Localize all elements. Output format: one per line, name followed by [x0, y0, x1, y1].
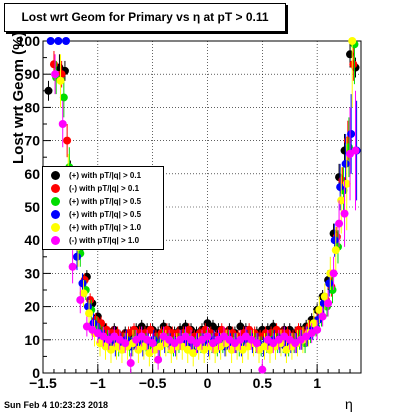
- legend-label: (-) with pT/|q| > 1.0: [69, 236, 140, 245]
- legend-marker: [51, 197, 60, 206]
- legend-marker: [51, 236, 60, 245]
- x-tick-label: −1.5: [29, 375, 57, 391]
- data-point: [76, 295, 85, 304]
- data-point: [340, 209, 349, 218]
- data-point: [68, 262, 77, 271]
- data-point: [148, 339, 157, 348]
- legend-entry: (+) with pT/|q| > 1.0: [43, 221, 163, 234]
- legend-marker: [51, 171, 60, 180]
- data-point: [85, 309, 94, 318]
- legend-label: (+) with pT/|q| > 0.1: [69, 171, 142, 180]
- axis-ticks: [42, 40, 351, 374]
- data-point: [78, 279, 87, 288]
- data-point: [49, 60, 58, 69]
- data-point: [348, 37, 357, 45]
- data-point: [51, 70, 60, 79]
- x-tick-label: 0.5: [253, 375, 273, 391]
- y-tick-label: 100: [17, 33, 41, 49]
- y-axis-label: Lost wrt Geom (%): [10, 31, 27, 164]
- x-tick-label: 0: [204, 375, 212, 391]
- y-tick-label: 80: [24, 99, 40, 115]
- x-axis-label: η: [345, 396, 353, 412]
- timestamp: Sun Feb 4 10:23:23 2018: [4, 400, 109, 410]
- data-point: [56, 76, 65, 85]
- y-tick-labels: 0 10 20 30 40 50 60 70 80 90 100: [17, 33, 41, 381]
- data-points: [44, 37, 361, 374]
- data-point: [329, 269, 338, 278]
- y-tick-label: 70: [24, 133, 40, 149]
- legend-marker: [51, 210, 60, 219]
- data-point: [252, 339, 261, 348]
- data-point: [46, 37, 55, 45]
- legend-entry: (-) with pT/|q| > 1.0: [43, 234, 163, 247]
- data-point: [62, 37, 71, 45]
- data-point: [320, 292, 329, 301]
- legend-marker: [51, 184, 60, 193]
- data-point: [146, 325, 155, 334]
- series-6: [51, 54, 360, 374]
- data-point: [58, 120, 67, 128]
- data-point: [83, 302, 92, 311]
- data-point: [63, 136, 72, 145]
- chart-title: Lost wrt Geom for Primary vs η at pT > 0…: [4, 3, 286, 32]
- y-tick-label: 50: [24, 199, 40, 215]
- y-tick-label: 30: [24, 265, 40, 281]
- legend-label: (-) with pT/|q| > 0.1: [69, 184, 140, 193]
- legend-entry: (+) with pT/|q| > 0.5: [43, 208, 163, 221]
- data-point: [324, 299, 333, 308]
- data-point: [121, 339, 130, 348]
- data-point: [318, 312, 327, 321]
- x-tick-label: −0.5: [139, 375, 167, 391]
- data-point: [44, 86, 53, 95]
- data-point: [154, 355, 163, 364]
- legend-label: (+) with pT/|q| > 0.5: [69, 210, 142, 219]
- y-tick-label: 60: [24, 166, 40, 182]
- x-tick-label: 1: [313, 375, 321, 391]
- data-point: [341, 159, 350, 168]
- data-point: [347, 129, 356, 138]
- data-point: [335, 219, 344, 228]
- y-tick-label: 0: [32, 365, 40, 381]
- data-point: [89, 319, 98, 328]
- data-point: [54, 37, 63, 45]
- data-point: [336, 183, 345, 192]
- legend-label: (+) with pT/|q| > 0.5: [69, 197, 142, 206]
- legend-entry: (-) with pT/|q| > 0.1: [43, 182, 163, 195]
- data-point: [189, 349, 198, 358]
- y-tick-label: 90: [24, 66, 40, 82]
- legend-entry: (+) with pT/|q| > 0.5: [43, 195, 163, 208]
- data-point: [315, 305, 324, 314]
- data-point: [79, 289, 88, 298]
- data-point: [331, 246, 340, 255]
- data-point: [325, 279, 334, 288]
- data-point: [349, 60, 358, 69]
- data-point: [313, 325, 322, 334]
- data-point: [126, 359, 135, 368]
- y-tick-label: 10: [24, 332, 40, 348]
- data-point: [72, 252, 81, 261]
- y-tick-label: 40: [24, 232, 40, 248]
- data-point: [203, 332, 212, 341]
- legend-label: (+) with pT/|q| > 1.0: [69, 223, 142, 232]
- legend-entry: (+) with pT/|q| > 0.1: [43, 169, 163, 182]
- y-tick-label: 20: [24, 299, 40, 315]
- data-point: [351, 146, 360, 155]
- legend: (+) with pT/|q| > 0.1 (-) with pT/|q| > 0…: [42, 166, 164, 250]
- data-point: [59, 93, 68, 102]
- data-point: [330, 236, 339, 245]
- x-tick-labels: −1.5 −1 −0.5 0 0.5 1: [29, 375, 321, 391]
- x-tick-label: −1: [90, 375, 106, 391]
- data-point: [258, 365, 267, 374]
- legend-marker: [51, 223, 60, 232]
